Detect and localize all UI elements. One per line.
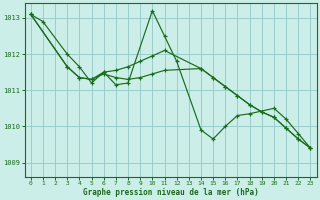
- X-axis label: Graphe pression niveau de la mer (hPa): Graphe pression niveau de la mer (hPa): [83, 188, 259, 197]
